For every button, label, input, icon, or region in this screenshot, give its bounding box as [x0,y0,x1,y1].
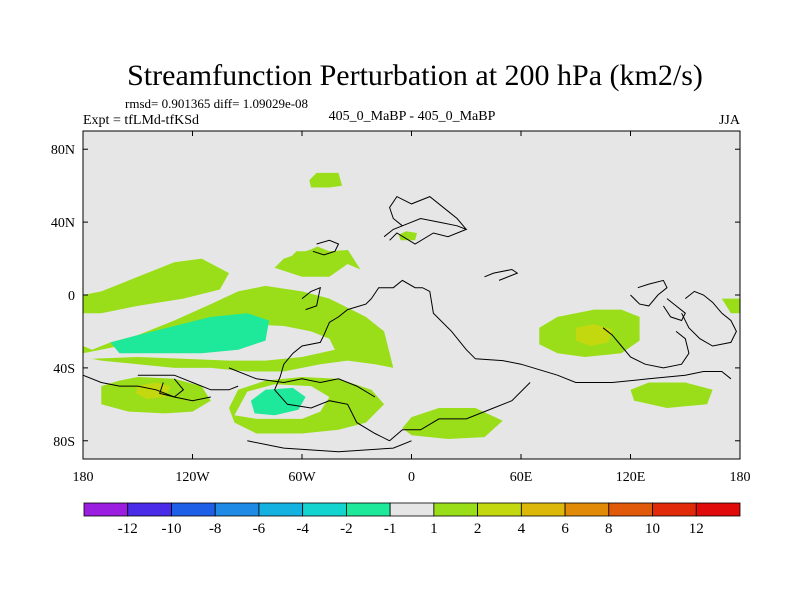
x-tick-label: 180 [730,470,751,485]
x-tick-label: 120E [616,470,646,485]
colorbar-label: -1 [384,521,397,537]
colorbar: -12 -10 -8 -6 -4 -2 -1 1 2 4 6 8 10 12 [83,502,741,537]
y-tick-label: 40S [53,362,75,377]
coastlines [83,195,737,453]
contour-region-22 [575,324,613,346]
colorbar-box [695,502,741,517]
contour-region-18 [678,346,740,365]
colorbar-box [433,502,479,517]
contour-region-3 [291,251,321,263]
colorbar-label: 4 [518,521,526,537]
coastline-12 [83,374,211,402]
coastline-0 [370,279,732,383]
colorbar-box [171,502,216,517]
colorbar-box [302,502,347,517]
y-tick-label: 40N [51,216,75,231]
x-tick-label: 120W [175,470,210,485]
x-tick-label: 60E [510,470,533,485]
colorbar-label: -2 [340,521,353,537]
colorbar-box [608,502,653,517]
x-tick-label: 0 [408,470,415,485]
y-tick-label: 0 [68,289,75,304]
colorbar-label: 2 [474,521,482,537]
contour-region-9 [309,172,343,188]
y-tick-label: 80S [53,435,75,450]
colorbar-label: -8 [209,521,222,537]
colorbar-label: -12 [118,521,138,537]
colorbar-box [652,502,697,517]
contour-region-1 [83,258,229,314]
colorbar-box [564,502,610,517]
colorbar-label: 6 [561,521,569,537]
colorbar-label: 1 [430,521,438,537]
colorbar-label: 12 [689,521,704,537]
y-axis: 80N 40N 0 40S 80S [51,143,740,450]
coastline-13 [228,367,376,398]
colorbar-box [214,502,260,517]
colorbar-box [83,502,129,517]
colorbar-box [127,502,172,517]
x-tick-label: 180 [73,470,94,485]
colorbar-label: -10 [161,521,181,537]
colorbar-box [477,502,522,517]
contour-region-20 [250,387,306,416]
contour-region-13 [83,211,102,223]
coastline-7 [630,279,668,307]
coastline-15 [301,286,321,311]
experiment-label: Expt = tfLMd-tfKSd [83,113,199,128]
x-tick-label: 60W [288,470,316,485]
colorbar-box [389,502,435,517]
coastline-1 [274,298,390,442]
coastline-10 [602,327,690,369]
colorbar-box [520,502,566,517]
coastline-9 [681,290,737,347]
chart-title: Streamfunction Perturbation at 200 hPa (… [127,59,703,92]
colorbar-label: 10 [645,521,660,537]
contour-region-19 [110,313,270,354]
coastline-14 [159,378,185,398]
colorbar-label: -6 [253,521,266,537]
coastline-2 [389,382,531,442]
colorbar-label: -4 [296,521,309,537]
y-tick-label: 80N [51,143,75,158]
coastline-6 [484,268,519,281]
contour-region-10 [398,231,417,241]
coastline-3 [247,440,412,453]
contour-region-8 [630,382,713,408]
season-label: JJA [719,113,741,128]
colorbar-box [345,502,391,517]
coastline-11 [137,374,239,391]
contour-region-14 [283,225,312,243]
contour-fills [83,172,740,439]
contour-region-11 [721,298,740,314]
x-axis: 180 120W 60W 0 60E 120E 180 [73,131,751,485]
contour-region-17 [480,367,545,403]
case-label: 405_0_MaBP - 405_0_MaBP [329,109,496,124]
colorbar-box [258,502,304,517]
coastline-5 [389,195,467,230]
coastline-16 [312,239,340,256]
contour-region-6 [402,408,503,439]
colorbar-label: 8 [605,521,613,537]
stats-label: rmsd= 0.901365 diff= 1.09029e-08 [125,96,308,111]
contour-region-15 [311,211,383,252]
coastline-4 [383,217,468,245]
